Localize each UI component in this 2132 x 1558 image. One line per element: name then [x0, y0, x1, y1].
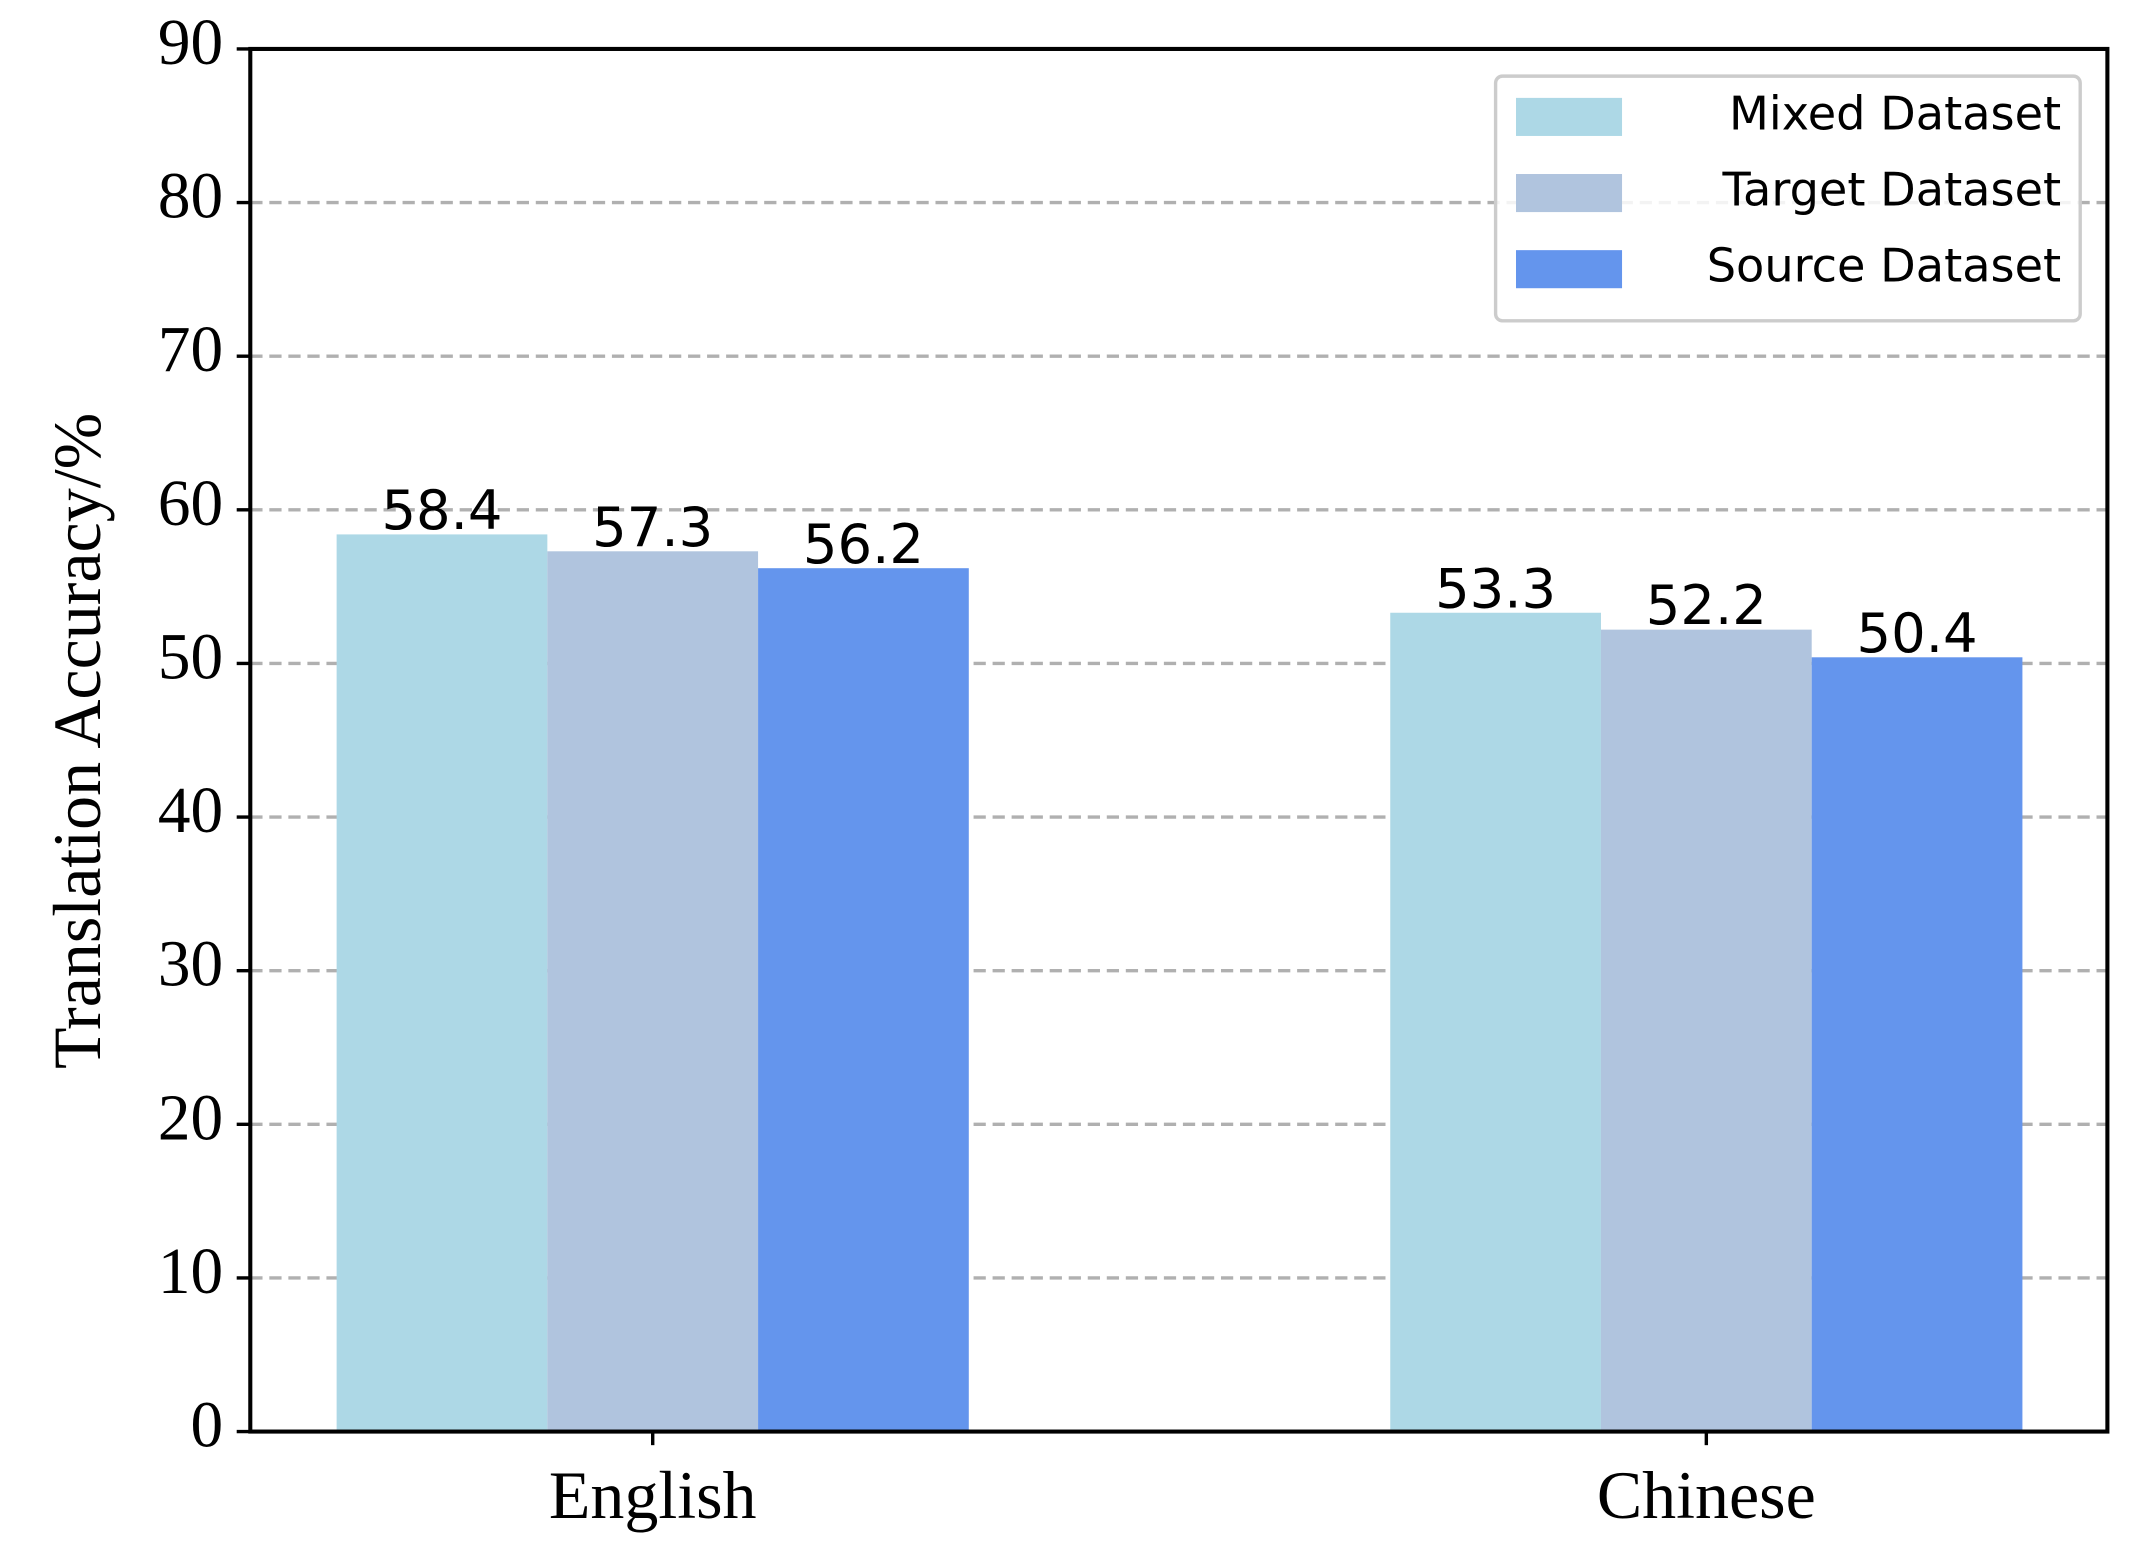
legend-label: Mixed Dataset [1729, 86, 2061, 140]
value-label: 58.4 [381, 479, 502, 542]
value-label: 50.4 [1857, 602, 1978, 665]
value-label: 52.2 [1646, 574, 1767, 637]
y-tick-label: 80 [158, 161, 223, 233]
legend-box [1493, 74, 2082, 323]
y-tick-label: 30 [158, 929, 223, 1001]
bar [1600, 629, 1812, 1432]
y-tick-label: 0 [190, 1390, 223, 1462]
bar [547, 551, 759, 1432]
bar [758, 568, 969, 1432]
y-tick-label: 60 [158, 468, 223, 540]
x-tick-label: English [549, 1457, 757, 1533]
legend-swatch [1515, 174, 1623, 213]
legend-label: Source Dataset [1707, 239, 2061, 293]
bar [1811, 657, 2023, 1432]
bar [336, 534, 548, 1432]
bar [1390, 612, 1601, 1432]
value-label: 56.2 [803, 513, 924, 576]
legend-swatch [1515, 250, 1623, 289]
legend-label: Target Dataset [1721, 163, 2061, 217]
legend-swatch [1515, 97, 1623, 136]
y-axis-label: Translation Accuracy/% [39, 413, 115, 1069]
y-tick-label: 90 [158, 7, 223, 79]
y-tick-label: 10 [158, 1236, 223, 1308]
y-tick-label: 50 [158, 621, 223, 693]
value-label: 57.3 [592, 496, 713, 559]
x-tick-label: Chinese [1597, 1457, 1816, 1533]
y-tick-label: 70 [158, 314, 223, 386]
axes-frame [248, 46, 2110, 1434]
y-tick-label: 40 [158, 775, 223, 847]
value-label: 53.3 [1435, 557, 1556, 620]
y-tick-label: 20 [158, 1082, 223, 1154]
